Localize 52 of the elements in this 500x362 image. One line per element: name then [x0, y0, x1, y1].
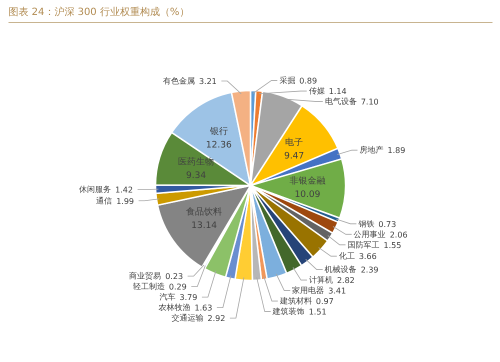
slice-label: 休闲服务	[79, 185, 112, 194]
slice-label: 化工	[338, 252, 355, 261]
slice-label: 商业贸易	[129, 272, 162, 281]
data-label: 7.10	[360, 98, 379, 107]
data-label: 0.97	[316, 297, 334, 306]
data-label: 9.34	[186, 171, 206, 182]
data-label: 1.42	[115, 186, 133, 195]
slice-label: 非银金融	[289, 175, 326, 186]
data-label: 1.14	[328, 87, 347, 96]
data-label: 0.89	[299, 76, 318, 86]
slice-label: 食品饮料	[186, 206, 222, 218]
data-label: 3.79	[180, 293, 198, 302]
slice-label: 有色金属	[162, 76, 195, 86]
slice-label: 采掘	[279, 76, 296, 86]
slice-label: 银行	[208, 126, 228, 138]
data-label: 1.55	[384, 240, 402, 250]
slice-label: 机械设备	[324, 265, 357, 274]
data-label: 3.66	[358, 252, 377, 262]
data-label: 0.23	[165, 272, 184, 282]
slice-label: 计算机	[308, 276, 333, 285]
slice-label: 房地产	[360, 146, 384, 155]
slice-label: 交通运输	[172, 314, 204, 323]
data-label: 0.73	[378, 220, 396, 229]
data-label: 3.41	[328, 286, 346, 296]
data-label: 0.29	[168, 282, 187, 292]
slice-label: 轻工制造	[132, 282, 165, 292]
data-label: 2.82	[336, 276, 355, 286]
slice-label: 建筑装饰	[272, 307, 305, 316]
data-label: 1.51	[308, 308, 327, 317]
slice-label: 汽车	[160, 292, 176, 302]
slice-label: 农林牧渔	[158, 303, 190, 312]
slice-label: 公用事业	[354, 230, 386, 239]
slice-label: 传媒	[308, 86, 325, 96]
data-label: 1.89	[388, 146, 406, 156]
slice-label: 国防军工	[348, 240, 380, 250]
slice-label: 钢铁	[357, 219, 374, 228]
slice-label: 电子	[285, 136, 304, 148]
slice-label: 医药生物	[178, 156, 214, 168]
slice-label: 建筑材料	[278, 296, 312, 306]
data-label: 13.14	[191, 221, 218, 232]
slice-label: 家用电器	[292, 286, 324, 296]
data-label: 12.36	[206, 140, 232, 151]
data-label: 2.92	[208, 314, 226, 324]
slice-label: 电气设备	[324, 97, 357, 106]
slice-label: 通信	[96, 196, 112, 206]
data-label: 1.63	[194, 304, 212, 313]
data-label: 3.21	[198, 77, 217, 86]
data-label: 2.39	[360, 266, 379, 275]
chart-title: 图表 24：沪深 300 行业权重构成（%）	[8, 6, 190, 18]
data-label: 1.99	[116, 196, 134, 206]
data-label: 2.06	[390, 230, 408, 240]
data-label: 9.47	[284, 151, 304, 162]
